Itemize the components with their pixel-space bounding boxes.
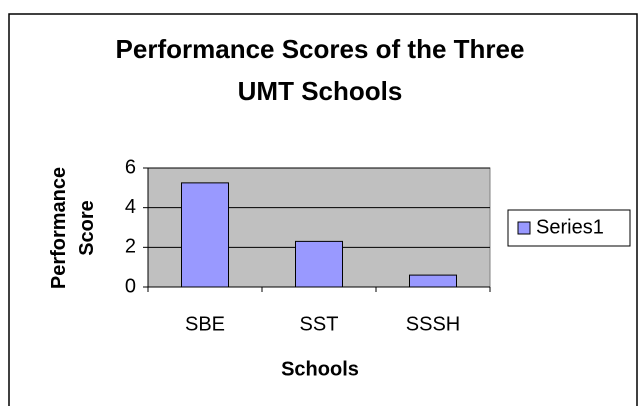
legend-swatch (517, 221, 531, 235)
y-tick-label: 2 (125, 236, 136, 258)
bar (181, 182, 229, 288)
x-tick-label: SST (300, 313, 339, 335)
legend-label: Series1 (536, 216, 604, 238)
y-tick-label: 4 (125, 196, 136, 218)
y-tick-label: 6 (125, 156, 136, 178)
x-axis-label: Schools (281, 358, 359, 380)
x-tick-label: SBE (185, 313, 225, 335)
bar (409, 274, 457, 288)
y-tick-label: 0 (125, 275, 136, 297)
chart-title: Performance Scores of the Three UMT Scho… (115, 34, 525, 106)
bar (295, 240, 343, 288)
y-axis-label: Performance Score (48, 166, 98, 290)
x-tick-label: SSSH (406, 313, 460, 335)
